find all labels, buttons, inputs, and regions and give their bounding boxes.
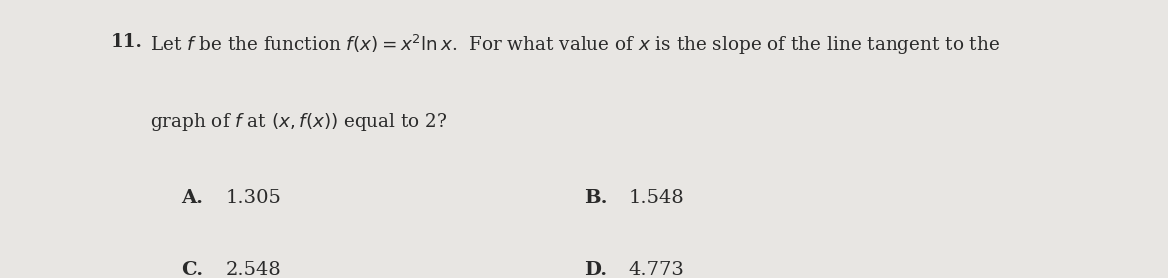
Text: 11.: 11. — [111, 33, 142, 51]
Text: C.: C. — [181, 261, 203, 278]
Text: 2.548: 2.548 — [225, 261, 281, 278]
Text: A.: A. — [181, 189, 203, 207]
Text: 1.305: 1.305 — [225, 189, 281, 207]
Text: 4.773: 4.773 — [628, 261, 684, 278]
Text: B.: B. — [584, 189, 607, 207]
Text: 1.548: 1.548 — [628, 189, 684, 207]
Text: graph of $f$ at $(x, f(x))$ equal to 2?: graph of $f$ at $(x, f(x))$ equal to 2? — [150, 111, 447, 133]
Text: D.: D. — [584, 261, 607, 278]
Text: Let $f$ be the function $f(x) = x^2 \ln x$.  For what value of $x$ is the slope : Let $f$ be the function $f(x) = x^2 \ln … — [150, 33, 1000, 58]
